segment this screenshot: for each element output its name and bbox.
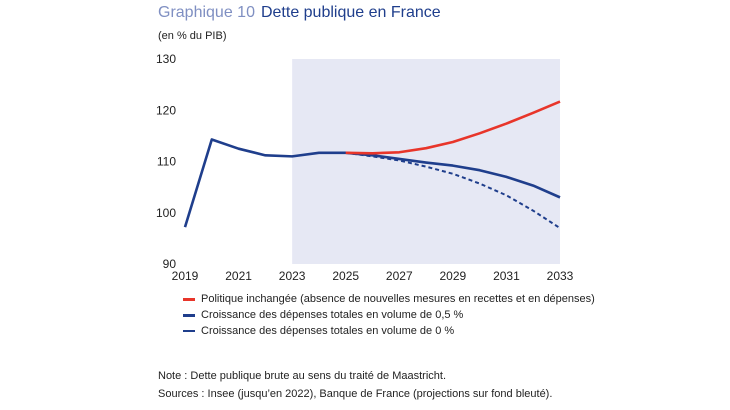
legend-swatch (183, 330, 195, 332)
legend-item: Politique inchangée (absence de nouvelle… (183, 291, 595, 307)
legend-item: Croissance des dépenses totales en volum… (183, 323, 595, 339)
sources: Sources : Insee (jusqu’en 2022), Banque … (158, 388, 553, 400)
x-tick-label: 2033 (547, 269, 574, 283)
x-tick-label: 2029 (440, 269, 467, 283)
x-tick-label: 2025 (332, 269, 359, 283)
series-line-2 (183, 138, 561, 228)
legend-swatch (183, 297, 195, 301)
y-tick-label: 120 (156, 103, 176, 117)
y-tick-label: 110 (157, 155, 176, 169)
title-text: Dette publique en France (260, 4, 441, 21)
notes: Note : Dette publique brute au sens du t… (158, 367, 552, 403)
legend-label: Croissance des dépenses totales en volum… (201, 309, 464, 321)
x-tick-label: 2023 (279, 269, 306, 283)
y-tick-label: 130 (156, 52, 176, 66)
series-line-3 (345, 151, 561, 229)
note: Note : Dette publique brute au sens du t… (158, 370, 446, 382)
x-tick-label: 2031 (493, 269, 520, 283)
x-tick-label: 2027 (386, 269, 413, 283)
legend: Politique inchangée (absence de nouvelle… (183, 291, 595, 339)
legend-label: Croissance des dépenses totales en volum… (201, 325, 455, 337)
y-tick-label: 90 (163, 257, 177, 271)
legend-item: Croissance des dépenses totales en volum… (183, 307, 595, 323)
x-tick-label: 2021 (225, 269, 252, 283)
x-tick-label: 2019 (172, 269, 199, 283)
legend-label: Politique inchangée (absence de nouvelle… (201, 293, 595, 305)
unit-label: (en % du PIB) (158, 30, 227, 42)
series-line-1 (345, 100, 561, 155)
y-tick-label: 100 (156, 206, 176, 220)
legend-swatch (183, 313, 195, 317)
chart-title: Graphique 10 Dette publique en France (158, 4, 441, 22)
title-number: Graphique 10 (158, 4, 255, 21)
